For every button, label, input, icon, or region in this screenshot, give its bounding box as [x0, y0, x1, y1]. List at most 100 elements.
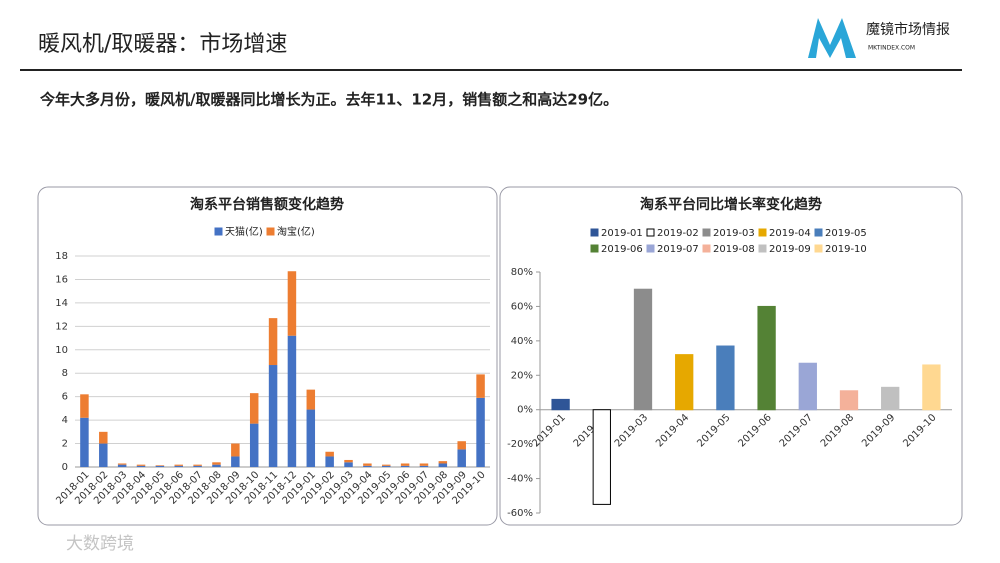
chart-title: 淘系平台同比增长率变化趋势	[640, 196, 822, 213]
bar	[757, 305, 776, 411]
y-tick-label: -60%	[507, 508, 533, 519]
bar-segment	[249, 423, 259, 467]
bar-segment	[155, 465, 165, 467]
y-tick-label: 0%	[517, 405, 533, 416]
bar-segment	[438, 461, 448, 464]
legend-swatch	[646, 244, 655, 253]
legend-label: 2019-08	[713, 244, 755, 255]
y-tick-label: 10	[55, 345, 68, 356]
bar-segment	[306, 389, 316, 410]
chart-title: 淘系平台销售额变化趋势	[190, 196, 344, 213]
legend-label: 2019-07	[657, 244, 699, 255]
legend-label: 2019-05	[825, 228, 867, 239]
y-tick-label: -40%	[507, 474, 533, 485]
bar-segment	[325, 451, 334, 457]
bar-segment	[231, 456, 240, 467]
bar-segment	[212, 464, 221, 467]
legend-swatch	[646, 228, 655, 237]
legend-swatch	[266, 227, 275, 236]
watermark: 大数跨境	[66, 534, 134, 554]
y-tick-label: 40%	[511, 336, 533, 347]
bar-segment	[249, 393, 259, 424]
bar-segment	[174, 465, 183, 467]
logo-mark	[808, 18, 856, 58]
bar-segment	[155, 465, 165, 466]
bar-segment	[174, 464, 183, 466]
legend-swatch	[214, 227, 223, 236]
bar-segment	[382, 464, 391, 466]
y-tick-label: 16	[55, 274, 68, 285]
legend-label: 2019-06	[601, 244, 643, 255]
y-tick-label: 0	[62, 462, 68, 473]
bar-segment	[80, 394, 89, 418]
bar-segment	[363, 463, 372, 466]
bar-segment	[419, 465, 429, 467]
subtitle: 今年大多月份，暖风机/取暖器同比增长为正。去年11、12月，销售额之和高达29亿…	[39, 91, 618, 109]
y-tick-label: 80%	[511, 267, 533, 278]
bar-segment	[268, 365, 278, 467]
bar	[551, 398, 570, 411]
bar-segment	[136, 465, 146, 467]
bar	[798, 362, 817, 411]
bar-segment	[344, 459, 353, 463]
y-tick-label: 2	[62, 439, 68, 450]
bar-segment	[382, 465, 391, 467]
legend-label: 2019-09	[769, 244, 811, 255]
bar-segment	[306, 409, 316, 467]
logo-name: 魔镜市场情报	[866, 21, 950, 38]
y-tick-label: 8	[62, 368, 68, 379]
bar-segment	[363, 465, 372, 467]
bar-segment	[325, 456, 334, 467]
legend-label: 2019-04	[769, 228, 811, 239]
bar-segment	[287, 335, 297, 467]
bar-segment	[136, 464, 146, 466]
bar-segment	[80, 417, 89, 467]
y-tick-label: -20%	[507, 439, 533, 450]
legend-swatch	[758, 244, 767, 253]
y-tick-label: 4	[62, 415, 68, 426]
bar-segment	[400, 465, 410, 467]
bar	[839, 390, 859, 411]
bar-segment	[438, 463, 448, 467]
bar-segment	[193, 464, 202, 466]
bar-segment	[457, 449, 466, 467]
legend-label: 天猫(亿)	[225, 225, 263, 238]
legend-label: 2019-02	[657, 228, 699, 239]
legend-label: 2019-10	[825, 244, 867, 255]
bar	[922, 364, 941, 411]
y-tick-label: 12	[55, 321, 68, 332]
legend-swatch	[702, 244, 711, 253]
bar	[881, 386, 900, 411]
bar-segment	[99, 431, 108, 444]
bar-segment	[193, 465, 202, 467]
y-tick-label: 14	[55, 298, 68, 309]
y-tick-label: 6	[62, 392, 68, 403]
bar-segment	[457, 441, 466, 450]
bar-segment	[268, 318, 278, 366]
legend-swatch	[814, 228, 823, 237]
bar-segment	[419, 463, 429, 466]
slide-title: 暖风机/取暖器：市场增速	[38, 32, 287, 57]
bar	[716, 345, 735, 411]
bar-segment	[344, 462, 353, 467]
legend-label: 淘宝(亿)	[277, 225, 315, 238]
y-tick-label: 60%	[511, 301, 533, 312]
bar-segment	[231, 443, 240, 457]
legend-swatch	[590, 228, 599, 237]
legend-swatch	[814, 244, 823, 253]
bar-segment	[117, 463, 127, 465]
bar-segment	[287, 271, 297, 336]
bar	[633, 288, 653, 411]
legend-swatch	[702, 228, 711, 237]
bar-segment	[476, 374, 485, 398]
bar-segment	[400, 463, 410, 466]
legend-swatch	[590, 244, 599, 253]
bar-segment	[99, 443, 108, 467]
legend-label: 2019-01	[601, 228, 643, 239]
y-tick-label: 20%	[511, 370, 533, 381]
y-tick-label: 18	[55, 251, 68, 262]
chart-frame	[37, 186, 498, 526]
logo-url: MKTINDEX.COM	[868, 45, 915, 52]
bar-segment	[212, 462, 221, 465]
